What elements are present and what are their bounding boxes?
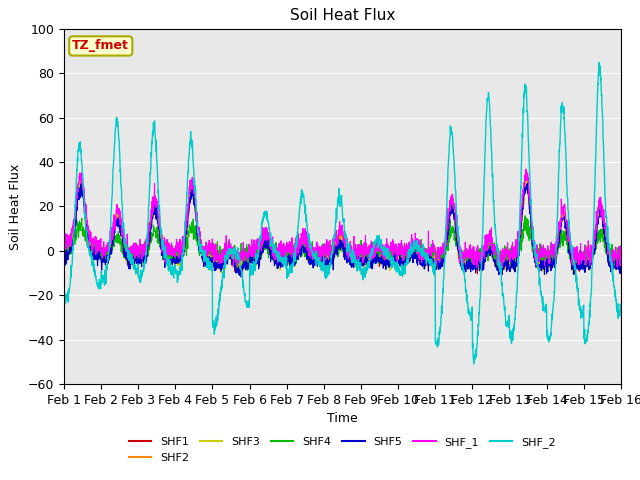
SHF3: [504, 265, 512, 271]
SHF3: [60, 246, 68, 252]
SHF_1: [568, 260, 576, 266]
SHF1: [474, 271, 481, 277]
SHF3: [216, 260, 223, 265]
SHF_1: [522, 166, 530, 172]
SHF5: [216, 265, 223, 271]
SHF_2: [216, 303, 223, 309]
SHF2: [504, 261, 512, 267]
SHF4: [216, 256, 223, 262]
SHF3: [523, 172, 531, 178]
SHF2: [522, 169, 529, 175]
SHF1: [60, 249, 68, 254]
Line: SHF3: SHF3: [64, 175, 621, 275]
SHF1: [371, 255, 378, 261]
SHF_2: [358, 266, 366, 272]
SHF4: [568, 252, 576, 257]
SHF_1: [584, 251, 591, 256]
SHF3: [359, 257, 367, 263]
Title: Soil Heat Flux: Soil Heat Flux: [290, 9, 395, 24]
Line: SHF_1: SHF_1: [64, 169, 621, 268]
SHF_1: [617, 263, 625, 269]
SHF5: [584, 264, 591, 269]
SHF_1: [504, 257, 512, 263]
Line: SHF4: SHF4: [64, 216, 621, 270]
SHF5: [359, 264, 367, 269]
SHF1: [568, 252, 576, 257]
SHF1: [504, 255, 512, 261]
SHF_2: [568, 244, 575, 250]
SHF4: [60, 253, 68, 259]
SHF4: [371, 248, 379, 253]
SHF4: [243, 267, 251, 273]
SHF_2: [584, 332, 591, 337]
SHF2: [216, 257, 223, 263]
SHF5: [568, 257, 576, 263]
SHF2: [584, 257, 591, 263]
SHF3: [584, 261, 591, 267]
SHF2: [371, 250, 378, 256]
SHF_1: [499, 265, 506, 271]
SHF_1: [358, 249, 366, 254]
SHF4: [522, 213, 529, 219]
Line: SHF5: SHF5: [64, 183, 621, 277]
Line: SHF1: SHF1: [64, 179, 621, 274]
SHF_1: [60, 247, 68, 253]
SHF4: [617, 243, 625, 249]
SHF5: [77, 180, 84, 186]
SHF_1: [216, 255, 223, 261]
SHF5: [371, 255, 379, 261]
Text: TZ_fmet: TZ_fmet: [72, 39, 129, 52]
SHF2: [493, 268, 501, 274]
SHF3: [371, 252, 379, 257]
SHF2: [358, 244, 366, 250]
SHF1: [617, 261, 625, 267]
SHF3: [236, 272, 243, 277]
SHF4: [359, 257, 367, 263]
SHF5: [60, 251, 68, 257]
Y-axis label: Soil Heat Flux: Soil Heat Flux: [10, 163, 22, 250]
Line: SHF2: SHF2: [64, 172, 621, 271]
SHF2: [617, 250, 625, 256]
SHF_2: [617, 309, 625, 315]
X-axis label: Time: Time: [327, 412, 358, 425]
SHF4: [584, 253, 591, 259]
SHF5: [505, 262, 513, 267]
Legend: SHF1, SHF2, SHF3, SHF4, SHF5, SHF_1, SHF_2: SHF1, SHF2, SHF3, SHF4, SHF5, SHF_1, SHF…: [124, 433, 561, 467]
SHF1: [216, 262, 223, 267]
SHF_2: [371, 243, 378, 249]
SHF_2: [595, 60, 603, 65]
SHF2: [60, 245, 68, 251]
SHF5: [237, 274, 245, 280]
SHF_1: [371, 254, 378, 260]
SHF1: [521, 176, 529, 181]
SHF_2: [504, 321, 512, 326]
SHF4: [504, 255, 512, 261]
SHF5: [617, 261, 625, 266]
SHF3: [568, 257, 576, 263]
SHF1: [358, 251, 366, 257]
SHF1: [584, 261, 591, 266]
SHF3: [617, 263, 625, 269]
SHF_2: [60, 291, 68, 297]
SHF_2: [470, 361, 477, 367]
Line: SHF_2: SHF_2: [64, 62, 621, 364]
SHF2: [568, 260, 576, 265]
